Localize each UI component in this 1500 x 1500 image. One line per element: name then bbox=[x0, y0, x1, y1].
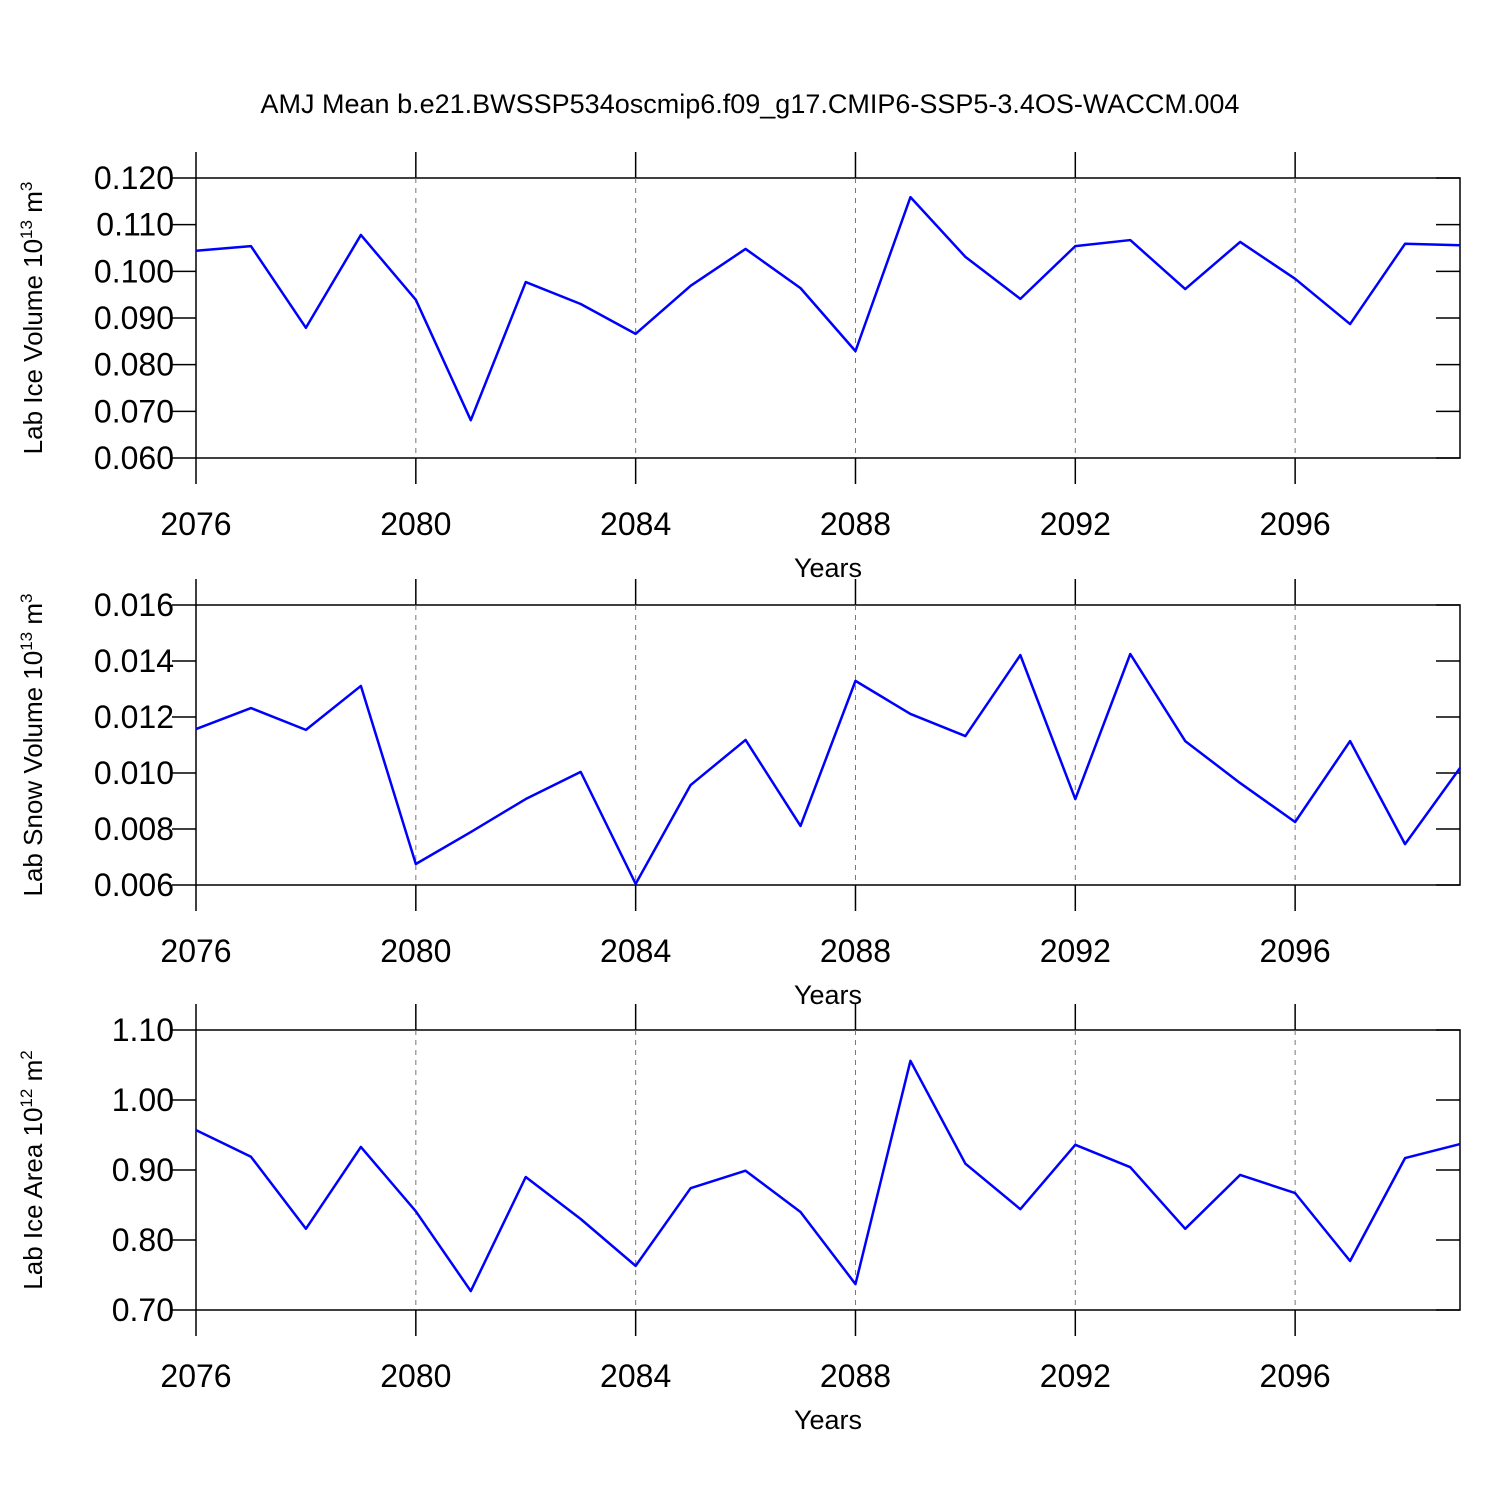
y-tick-label: 0.70 bbox=[112, 1292, 174, 1328]
y-tick-label: 0.090 bbox=[94, 300, 174, 336]
y-tick-label: 0.080 bbox=[94, 347, 174, 383]
x-tick-label: 2084 bbox=[600, 506, 671, 542]
x-tick-label: 2080 bbox=[380, 1358, 451, 1394]
x-tick-label: 2092 bbox=[1040, 506, 1111, 542]
y-axis-label-part: m bbox=[18, 603, 48, 632]
figure-title: AMJ Mean b.e21.BWSSP534oscmip6.f09_g17.C… bbox=[261, 89, 1240, 119]
data-line bbox=[195, 652, 1462, 886]
y-tick-label: 0.90 bbox=[112, 1152, 174, 1188]
y-tick-label: 0.008 bbox=[94, 811, 174, 847]
y-axis-label-part: 3 bbox=[17, 182, 36, 191]
x-axis-label: Years bbox=[794, 980, 862, 1010]
y-tick-label: 1.10 bbox=[112, 1012, 174, 1048]
y-tick-label: 0.100 bbox=[94, 253, 174, 289]
y-axis-label-part: m bbox=[18, 1060, 48, 1089]
y-tick-label: 0.016 bbox=[94, 587, 174, 623]
y-tick-label: 0.070 bbox=[94, 393, 174, 429]
x-tick-label: 2080 bbox=[380, 506, 451, 542]
y-axis-label-part: Lab Snow Volume 10 bbox=[18, 651, 48, 897]
y-axis-label-part: 12 bbox=[17, 1089, 36, 1108]
y-axis-label: Lab Snow Volume 1013 m3 bbox=[17, 593, 48, 896]
x-tick-label: 2088 bbox=[820, 506, 891, 542]
y-tick-label: 0.010 bbox=[94, 755, 174, 791]
plot-frame bbox=[195, 604, 1461, 886]
x-tick-label: 2096 bbox=[1260, 933, 1331, 969]
y-tick-label: 0.060 bbox=[94, 440, 174, 476]
x-tick-label: 2088 bbox=[820, 933, 891, 969]
x-tick-label: 2084 bbox=[600, 933, 671, 969]
data-line bbox=[195, 195, 1461, 422]
y-axis-label-part: 13 bbox=[17, 220, 36, 239]
x-tick-label: 2076 bbox=[160, 506, 231, 542]
y-tick-label: 0.80 bbox=[112, 1222, 174, 1258]
y-tick-label: 0.120 bbox=[94, 160, 174, 196]
y-tick-label: 0.006 bbox=[94, 867, 174, 903]
x-tick-label: 2092 bbox=[1040, 1358, 1111, 1394]
y-axis-label-part: 13 bbox=[17, 632, 36, 651]
y-axis-label-part: 2 bbox=[17, 1050, 36, 1059]
y-axis-label-part: Lab Ice Volume 10 bbox=[18, 239, 48, 454]
y-axis-label-part: m bbox=[18, 191, 48, 220]
x-axis-label: Years bbox=[794, 1405, 862, 1435]
x-tick-label: 2076 bbox=[160, 1358, 231, 1394]
y-axis-label-part: 3 bbox=[17, 593, 36, 602]
x-tick-label: 2088 bbox=[820, 1358, 891, 1394]
y-axis-label: Lab Ice Area 1012 m2 bbox=[17, 1050, 48, 1289]
y-tick-label: 1.00 bbox=[112, 1082, 174, 1118]
x-tick-label: 2080 bbox=[380, 933, 451, 969]
y-tick-label: 0.014 bbox=[94, 643, 174, 679]
y-axis-label-part: Lab Ice Area 10 bbox=[18, 1108, 48, 1290]
x-axis-label: Years bbox=[794, 553, 862, 583]
x-tick-label: 2092 bbox=[1040, 933, 1111, 969]
x-tick-label: 2076 bbox=[160, 933, 231, 969]
x-tick-label: 2096 bbox=[1260, 1358, 1331, 1394]
plot-frame bbox=[195, 1029, 1461, 1311]
x-tick-label: 2084 bbox=[600, 1358, 671, 1394]
y-axis-label: Lab Ice Volume 1013 m3 bbox=[17, 182, 48, 455]
data-line bbox=[195, 1059, 1461, 1293]
x-tick-label: 2096 bbox=[1260, 506, 1331, 542]
y-tick-label: 0.110 bbox=[96, 207, 174, 243]
y-tick-label: 0.012 bbox=[94, 699, 174, 735]
